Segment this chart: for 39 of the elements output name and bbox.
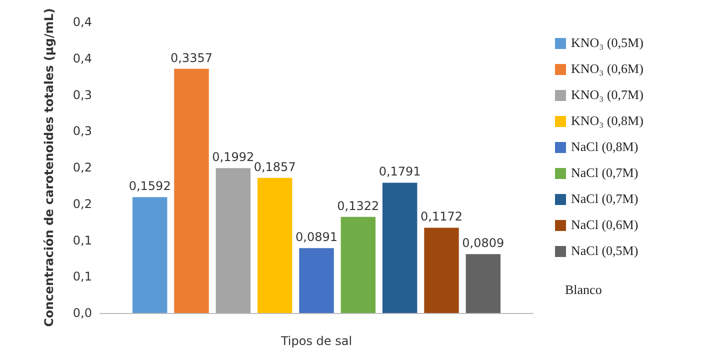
- data-label: 0,0891: [296, 230, 338, 244]
- data-label: 0,1172: [420, 210, 462, 224]
- x-axis-title: Tipos de sal: [280, 334, 352, 348]
- y-tick-label: 0,2: [72, 160, 92, 174]
- bar: [216, 168, 251, 313]
- y-tick-label: 0,3: [72, 88, 92, 102]
- y-axis-title: Concentración de carotenoides totales (µg/mL): [42, 8, 56, 327]
- bar: [257, 178, 292, 313]
- y-tick-label: 0,3: [72, 124, 92, 138]
- legend-label: NaCl (0,5M): [571, 243, 638, 258]
- data-label: 0,1791: [378, 164, 421, 179]
- data-label: 0,1992: [212, 150, 254, 164]
- legend-label: NaCl (0,7M): [571, 165, 638, 180]
- legend-label: KNO₃ (0,8M): [571, 113, 644, 128]
- y-tick-label: 0,1: [72, 270, 92, 284]
- legend-label: KNO₃ (0,6M): [571, 61, 644, 76]
- bar: [466, 254, 501, 313]
- legend-label: NaCl (0,6M): [571, 217, 638, 232]
- bar: [382, 182, 418, 313]
- legend-label: KNO₃ (0,5M): [571, 35, 644, 50]
- y-tick-label: 0,1: [72, 233, 92, 248]
- data-label: 0,3357: [170, 50, 212, 65]
- bar: [132, 197, 168, 313]
- legend-label: NaCl (0,8M): [571, 139, 638, 154]
- data-label: 0,1592: [128, 179, 171, 194]
- bar: [340, 216, 376, 313]
- y-tick-label: 0,4: [72, 15, 92, 29]
- bar: [174, 68, 209, 313]
- legend-label: KNO₃ (0,7M): [571, 87, 644, 102]
- bar: [424, 228, 459, 313]
- data-label: 0,0809: [462, 236, 504, 250]
- y-tick-label: 0,0: [72, 306, 92, 320]
- data-label: 0,1857: [254, 160, 296, 174]
- y-tick-label: 0,2: [72, 196, 92, 211]
- text: Blanco: [565, 282, 602, 297]
- data-label: 0,1322: [337, 198, 380, 213]
- legend-label: NaCl (0,7M): [571, 191, 638, 206]
- y-tick-label: 0,4: [72, 51, 92, 66]
- bar: [299, 248, 334, 313]
